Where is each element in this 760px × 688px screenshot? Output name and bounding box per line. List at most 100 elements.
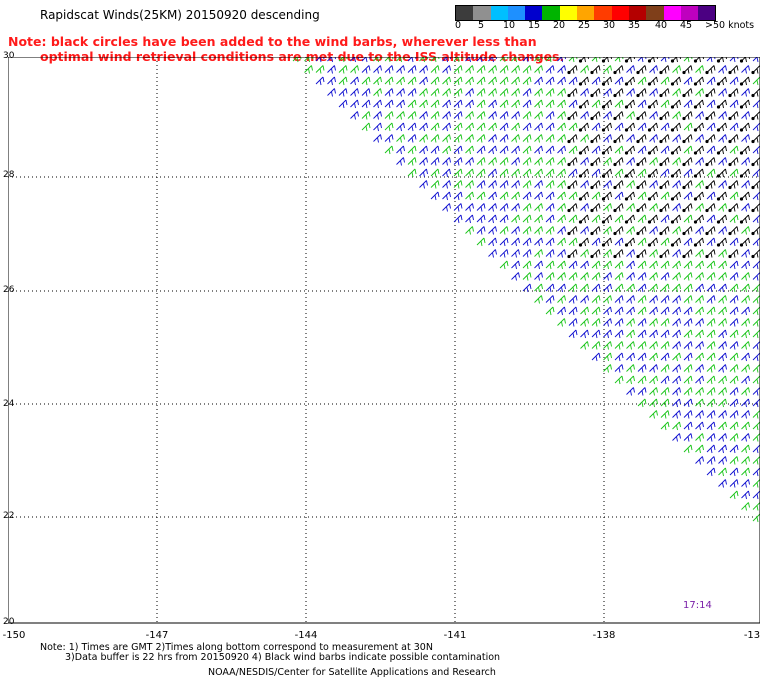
wind-barb bbox=[718, 318, 727, 327]
flagged-wind-barb bbox=[693, 99, 704, 109]
wind-barb bbox=[580, 318, 589, 327]
flagged-wind-barb bbox=[659, 180, 670, 190]
wind-barb bbox=[545, 65, 555, 74]
wind-barb bbox=[384, 76, 394, 86]
pass-time-label: 17:14 bbox=[683, 600, 712, 611]
wind-barb bbox=[649, 111, 658, 120]
wind-barb bbox=[683, 318, 693, 327]
wind-barb bbox=[373, 65, 382, 74]
wind-barb bbox=[568, 99, 578, 109]
wind-barb bbox=[603, 203, 612, 212]
wind-barb bbox=[718, 398, 727, 408]
wind-barb bbox=[591, 122, 601, 132]
wind-barb bbox=[580, 341, 589, 350]
wind-barb bbox=[706, 272, 716, 281]
wind-barb bbox=[545, 226, 555, 235]
wind-barb bbox=[522, 226, 532, 235]
flagged-wind-barb bbox=[705, 249, 716, 259]
wind-barb bbox=[626, 352, 635, 362]
wind-barb bbox=[637, 260, 647, 270]
wind-barb bbox=[568, 214, 578, 224]
wind-barb bbox=[706, 387, 716, 396]
wind-barb bbox=[729, 352, 739, 362]
wind-barb bbox=[522, 272, 532, 281]
wind-barb bbox=[752, 375, 760, 385]
wind-barb bbox=[729, 99, 739, 109]
wind-barb bbox=[637, 272, 647, 281]
legend-swatch-3 bbox=[507, 6, 526, 20]
legend-label-0: 0 bbox=[455, 20, 462, 31]
wind-barb bbox=[695, 272, 704, 281]
flagged-wind-barb bbox=[659, 226, 670, 236]
wind-barb bbox=[741, 398, 750, 408]
wind-barb bbox=[614, 191, 624, 201]
wind-barb bbox=[499, 122, 509, 132]
flagged-wind-barb bbox=[613, 65, 624, 75]
flagged-wind-barb bbox=[613, 157, 624, 167]
wind-barb bbox=[683, 341, 693, 350]
wind-barb bbox=[407, 88, 417, 97]
flagged-wind-barb bbox=[670, 214, 681, 224]
wind-barb bbox=[511, 65, 520, 74]
wind-barb bbox=[637, 352, 647, 362]
wind-barb bbox=[695, 283, 704, 293]
wind-barb bbox=[660, 99, 670, 109]
wind-barb bbox=[534, 99, 543, 109]
flagged-wind-barb bbox=[670, 191, 681, 201]
flagged-wind-barb bbox=[728, 65, 739, 75]
wind-barb bbox=[591, 99, 601, 109]
wind-barb bbox=[580, 295, 589, 304]
wind-barb bbox=[683, 57, 693, 63]
wind-barb bbox=[488, 99, 497, 109]
flagged-wind-barb bbox=[590, 226, 601, 236]
latitude-label: 30 bbox=[3, 51, 15, 61]
flagged-wind-barb bbox=[624, 99, 635, 109]
flagged-wind-barb bbox=[659, 65, 670, 75]
wind-barb bbox=[453, 99, 463, 109]
flagged-wind-barb bbox=[739, 145, 750, 155]
wind-barb bbox=[442, 157, 451, 166]
legend-label-2: 10 bbox=[503, 20, 516, 31]
wind-barb bbox=[614, 318, 624, 327]
wind-barb bbox=[430, 76, 440, 86]
wind-barb bbox=[706, 467, 716, 477]
wind-barb bbox=[614, 168, 624, 178]
wind-barb bbox=[488, 134, 497, 143]
wind-barb bbox=[603, 180, 612, 189]
wind-barb bbox=[591, 214, 601, 224]
wind-barb bbox=[545, 76, 555, 86]
wind-barb bbox=[407, 168, 417, 178]
flagged-wind-barb bbox=[705, 88, 716, 98]
wind-barb bbox=[407, 145, 417, 155]
wind-barb bbox=[419, 157, 428, 166]
credit-line: NOAA/NESDIS/Center for Satellite Applica… bbox=[208, 667, 496, 678]
wind-barb bbox=[683, 398, 693, 408]
wind-barb bbox=[752, 467, 760, 477]
flagged-wind-barb bbox=[567, 111, 578, 121]
flagged-wind-barb bbox=[739, 57, 750, 63]
wind-barb bbox=[752, 502, 760, 511]
wind-barb bbox=[672, 387, 681, 396]
wind-barb bbox=[534, 226, 543, 235]
wind-barb bbox=[649, 398, 658, 408]
wind-barb bbox=[591, 272, 601, 281]
wind-barb bbox=[350, 111, 359, 120]
wind-barb bbox=[534, 237, 543, 247]
wind-barb bbox=[557, 214, 566, 224]
wind-barb bbox=[522, 283, 532, 293]
footnote-line-1: Note: 1) Times are GMT 2)Times along bot… bbox=[40, 642, 433, 653]
wind-barb bbox=[752, 341, 760, 350]
flagged-wind-barb bbox=[601, 76, 612, 86]
wind-barb bbox=[672, 260, 681, 270]
wind-barb bbox=[626, 318, 635, 327]
wind-barb bbox=[741, 157, 750, 166]
wind-barb bbox=[660, 145, 670, 155]
wind-barb bbox=[706, 99, 716, 109]
wind-barb bbox=[534, 57, 543, 63]
wind-barb bbox=[718, 341, 727, 350]
wind-barb bbox=[373, 99, 382, 109]
flagged-wind-barb bbox=[751, 65, 760, 75]
wind-barb bbox=[741, 203, 750, 212]
wind-barb bbox=[534, 168, 543, 178]
wind-barb bbox=[361, 76, 371, 86]
